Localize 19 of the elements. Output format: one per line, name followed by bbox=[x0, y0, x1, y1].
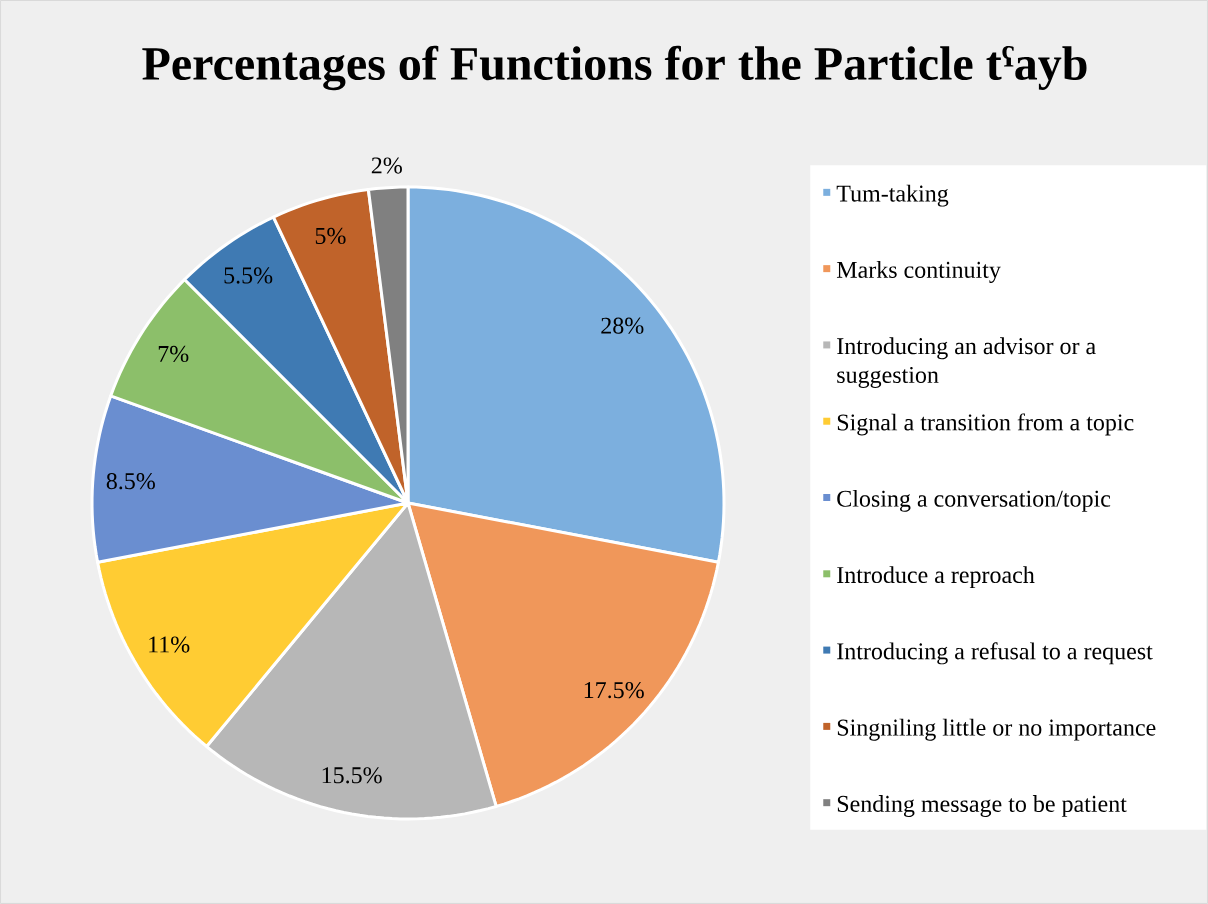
data-label: 2% bbox=[371, 157, 402, 174]
data-label: 17.5% bbox=[584, 681, 644, 699]
chart-title: Percentages of Functions for the Particle tˁayb bbox=[142, 45, 1087, 91]
legend-label: Introduce a reproach bbox=[837, 566, 1035, 588]
legend-label: Closing a conversation/topic bbox=[837, 489, 1111, 512]
legend-label: Introducing an advisor or a suggestion bbox=[837, 337, 1096, 388]
legend-label: Tum-taking bbox=[836, 184, 949, 207]
legend-label: Marks continuity bbox=[836, 261, 1001, 283]
legend-label: Signal a transition from a topic bbox=[837, 413, 1134, 436]
data-label: 15.5% bbox=[322, 767, 382, 784]
data-label: 11% bbox=[149, 636, 190, 653]
data-label: 5.5% bbox=[224, 267, 273, 284]
data-label: 5% bbox=[315, 227, 346, 245]
data-label: 7% bbox=[158, 345, 189, 363]
data-label: 8.5% bbox=[106, 473, 155, 490]
legend-label: Introducing a refusal to a request bbox=[837, 642, 1153, 665]
legend-label: Sending message to be patient bbox=[837, 795, 1127, 817]
legend-label: Singniling little or no importance bbox=[837, 718, 1156, 741]
data-label: 28% bbox=[601, 317, 644, 334]
